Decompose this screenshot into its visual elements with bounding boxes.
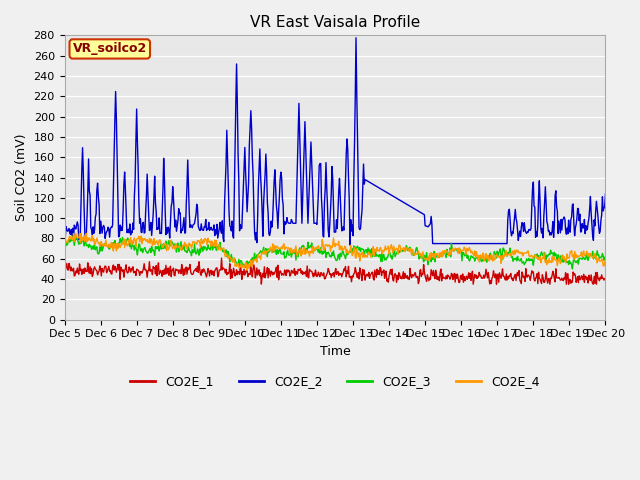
CO2E_3 <box>204 247 211 252</box>
CO2E_3 <box>568 266 576 272</box>
CO2E_4 <box>180 243 188 249</box>
CO2E_3 <box>61 241 68 247</box>
CO2E_4 <box>434 255 442 261</box>
CO2E_2 <box>352 35 360 41</box>
CO2E_3 <box>328 254 335 260</box>
CO2E_4 <box>70 230 77 236</box>
CO2E_1 <box>469 281 477 287</box>
CO2E_3 <box>433 252 441 257</box>
CO2E_2 <box>326 208 334 214</box>
Legend: CO2E_1, CO2E_2, CO2E_3, CO2E_4: CO2E_1, CO2E_2, CO2E_3, CO2E_4 <box>125 370 545 393</box>
CO2E_1 <box>179 273 187 278</box>
CO2E_2 <box>203 228 211 233</box>
Line: CO2E_1: CO2E_1 <box>65 258 605 284</box>
CO2E_1 <box>328 275 335 280</box>
Line: CO2E_2: CO2E_2 <box>65 38 605 245</box>
CO2E_4 <box>61 235 68 240</box>
CO2E_1 <box>218 255 225 261</box>
CO2E_4 <box>243 267 251 273</box>
CO2E_2 <box>346 242 354 248</box>
CO2E_3 <box>553 256 561 262</box>
CO2E_1 <box>203 274 211 280</box>
CO2E_3 <box>180 242 188 248</box>
CO2E_2 <box>554 209 561 215</box>
CO2E_4 <box>602 257 609 263</box>
CO2E_3 <box>69 234 77 240</box>
CO2E_2 <box>602 191 609 197</box>
CO2E_2 <box>179 221 187 227</box>
CO2E_4 <box>554 263 561 268</box>
Title: VR East Vaisala Profile: VR East Vaisala Profile <box>250 15 420 30</box>
CO2E_2 <box>61 236 68 242</box>
CO2E_4 <box>381 247 388 252</box>
X-axis label: Time: Time <box>319 345 350 358</box>
CO2E_1 <box>61 264 68 270</box>
CO2E_4 <box>328 245 336 251</box>
CO2E_4 <box>204 242 211 248</box>
CO2E_1 <box>554 275 561 281</box>
CO2E_2 <box>381 188 388 194</box>
CO2E_2 <box>434 240 442 246</box>
CO2E_1 <box>380 267 388 273</box>
Text: VR_soilco2: VR_soilco2 <box>73 42 147 56</box>
CO2E_1 <box>602 275 609 281</box>
CO2E_3 <box>380 252 388 257</box>
CO2E_3 <box>602 254 609 260</box>
Y-axis label: Soil CO2 (mV): Soil CO2 (mV) <box>15 134 28 221</box>
Line: CO2E_4: CO2E_4 <box>65 233 605 270</box>
Line: CO2E_3: CO2E_3 <box>65 237 605 269</box>
CO2E_1 <box>433 276 441 282</box>
